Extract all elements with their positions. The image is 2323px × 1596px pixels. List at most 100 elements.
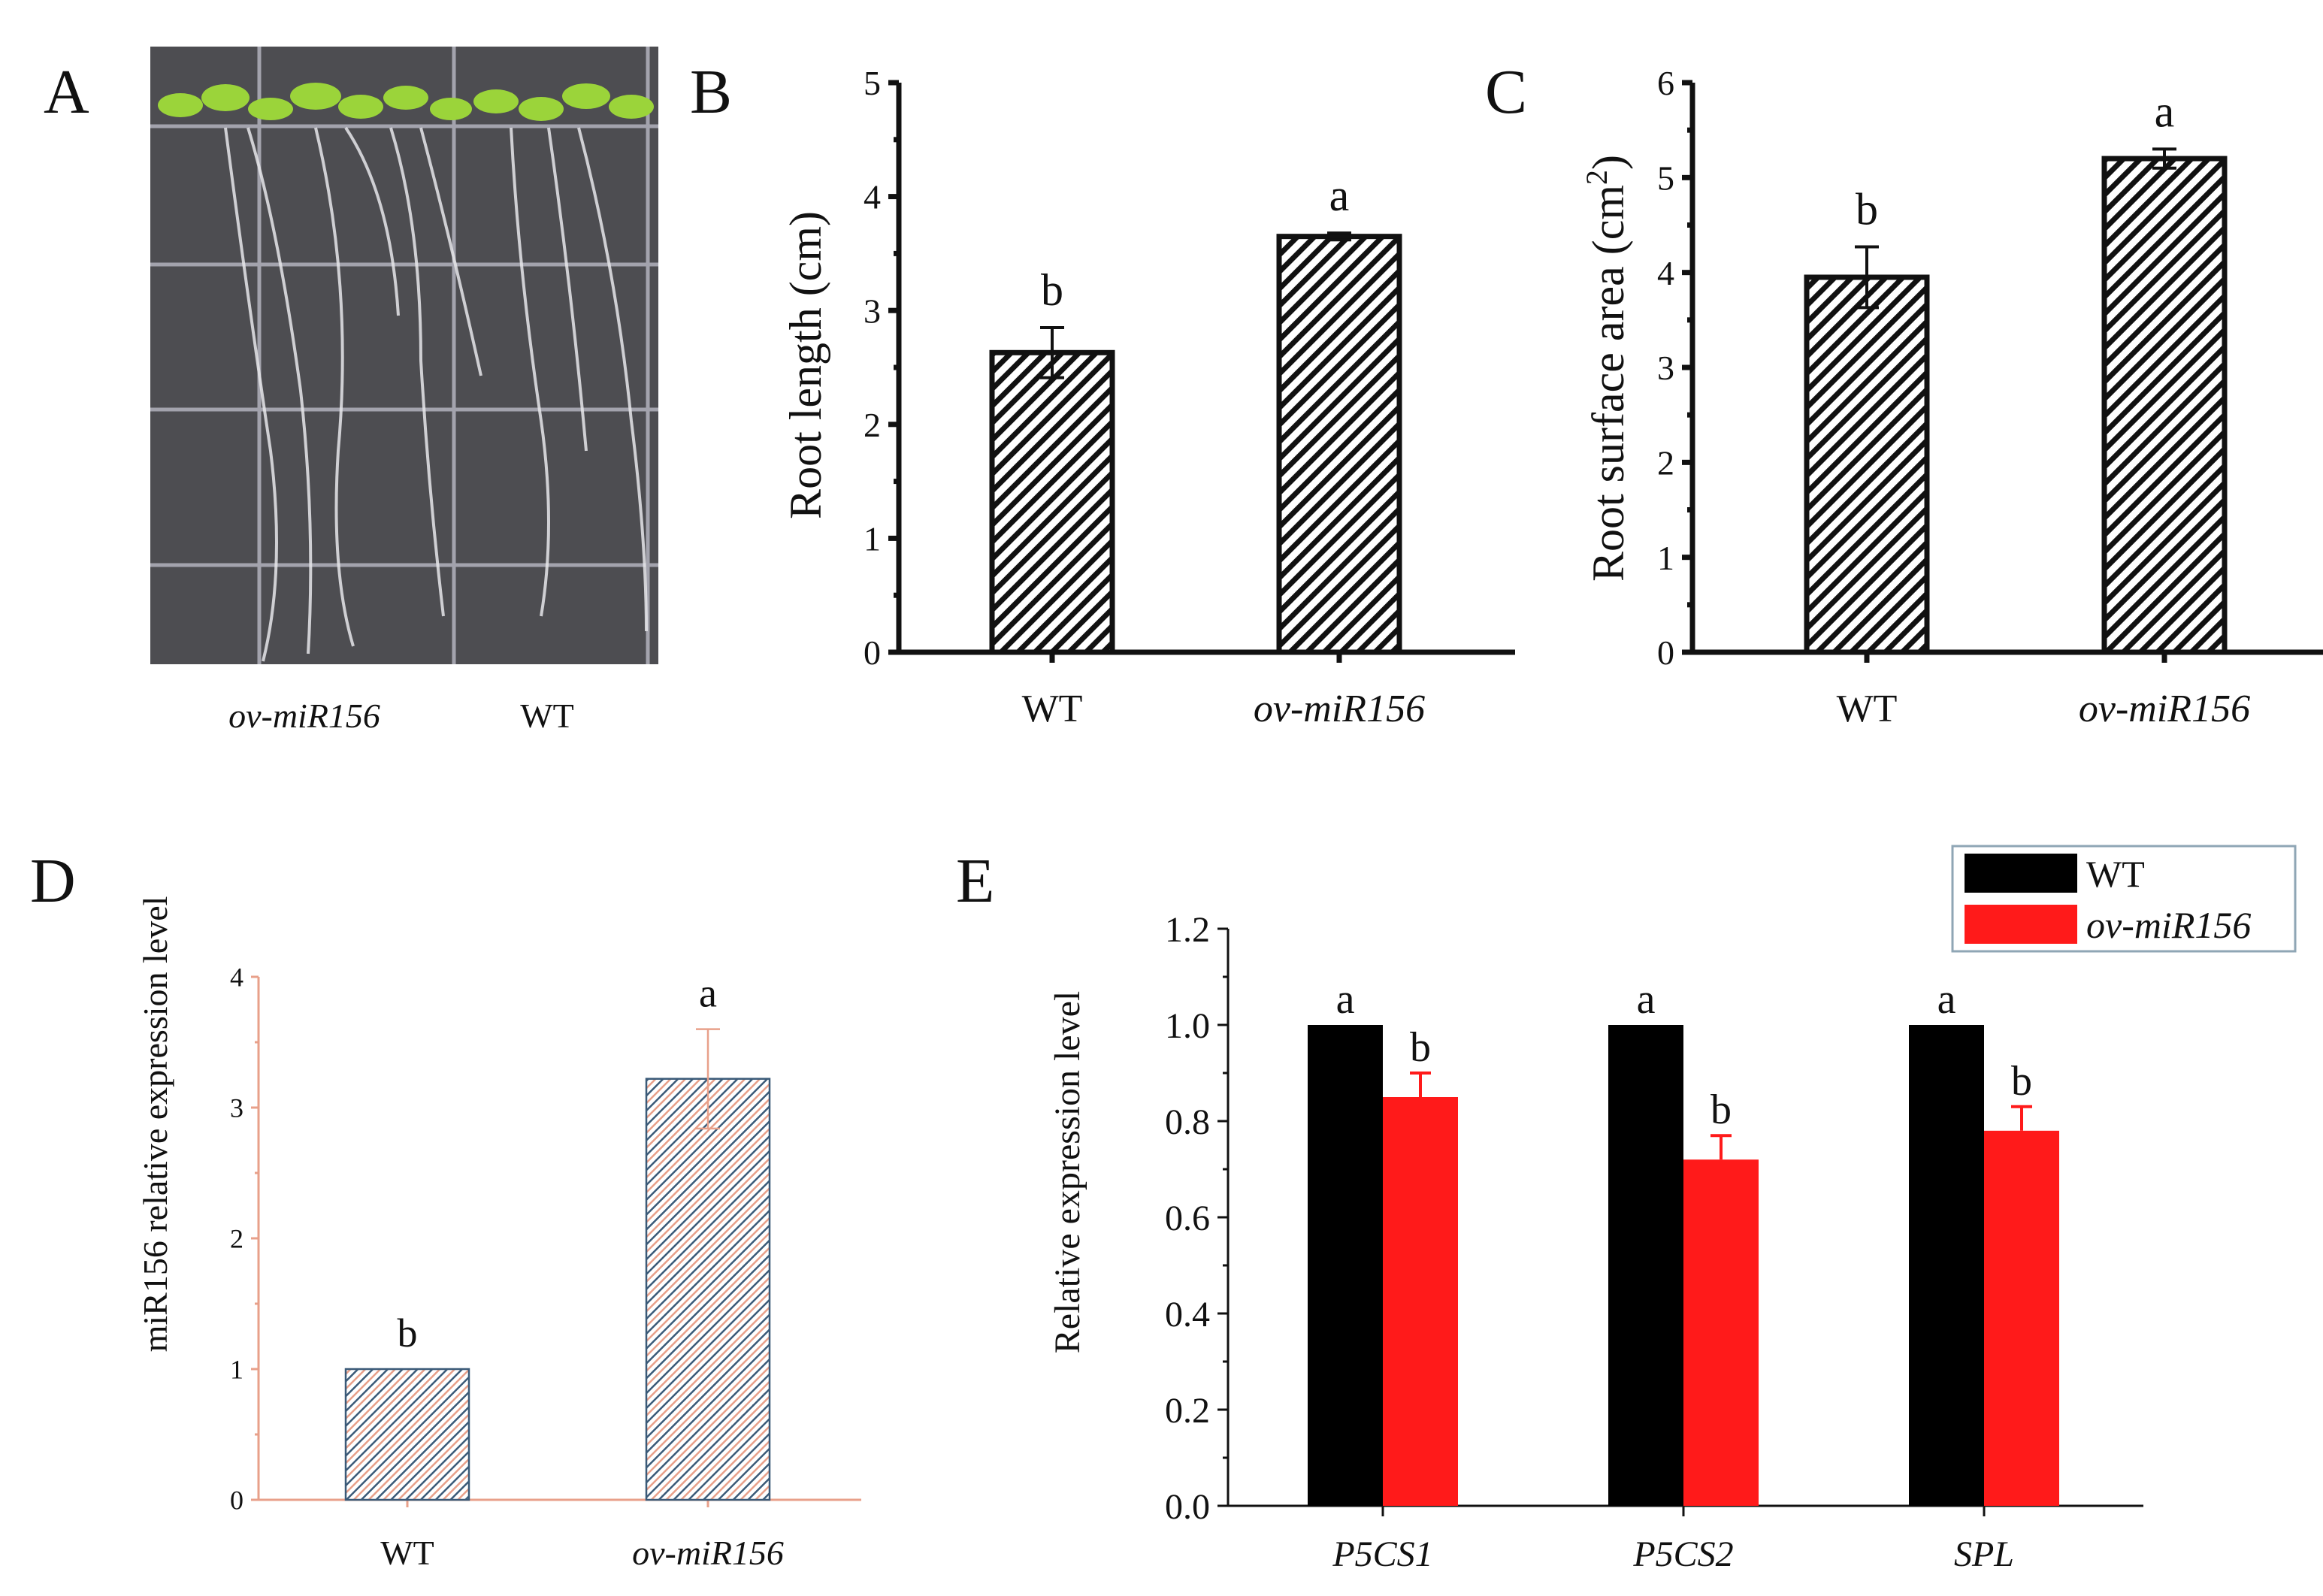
bar-WT-SPL [1909, 1025, 1984, 1506]
chart-c-tick-labels: 0 1 2 3 4 5 6 [1657, 64, 1674, 672]
chart-c-letters: ba [1856, 86, 2174, 234]
seedling-leaves [158, 83, 654, 121]
category-label: WT [1022, 688, 1083, 730]
chart-e: Relative expression level 0.00.20.40.60.… [1048, 845, 2297, 1574]
significance-letter: b [1041, 265, 1063, 315]
y-tick-label: 2 [864, 406, 881, 444]
chart-c-ylabel-main: Root surface area (cm [1583, 185, 1633, 582]
bar-ov-miR156-P5CS1 [1383, 1097, 1458, 1506]
significance-letter: a [1637, 976, 1656, 1023]
category-label: P5CS2 [1632, 1534, 1733, 1574]
chart-d-tick-labels: 0 1 2 3 4 [230, 963, 243, 1516]
category-label: ov-miR156 [1254, 688, 1425, 730]
panel-e-label: E [956, 846, 994, 916]
chart-c-error-bars [1855, 147, 2176, 310]
y-tick-label: 3 [230, 1093, 243, 1123]
chart-b-categories: WT ov-miR156 [1022, 688, 1426, 730]
chart-c-ylabel-end: ) [1583, 155, 1633, 170]
y-tick-label: 4 [864, 178, 881, 216]
y-tick-label: 3 [1657, 349, 1674, 387]
y-tick-label: 5 [864, 64, 881, 102]
y-tick-label: 1 [230, 1355, 243, 1385]
agar-plate [150, 47, 658, 664]
y-tick-label: 0.6 [1165, 1199, 1210, 1238]
bar-ov-miR156-P5CS2 [1683, 1159, 1759, 1506]
y-tick-label: 2 [1657, 443, 1674, 482]
chart-d-letters: ba [398, 971, 718, 1356]
bar-WT-P5CS2 [1608, 1025, 1683, 1506]
chart-d-error-bars [696, 1028, 720, 1130]
chart-d-bars [344, 1078, 771, 1501]
chart-b-ylabel: Root length (cm) [781, 211, 830, 519]
y-tick-label: 1.0 [1165, 1006, 1210, 1046]
significance-letter: a [1937, 976, 1956, 1023]
significance-letter: b [398, 1310, 418, 1356]
category-label: ov-miR156 [632, 1534, 784, 1572]
chart-e-bars [1308, 1025, 2059, 1506]
chart-b-letters: ba [1041, 171, 1349, 315]
category-label: ov-miR156 [2079, 688, 2250, 730]
y-tick-label: 4 [1657, 254, 1674, 292]
panel-c-label: C [1485, 57, 1527, 127]
bar-ov-miR156-SPL [1984, 1130, 2059, 1506]
chart-d: miR156 relative expression level 0 1 2 3 4 b… [136, 896, 861, 1572]
legend-label-ov: ov-miR156 [2086, 904, 2251, 946]
legend-swatch-wt [1965, 854, 2077, 893]
chart-e-tick-labels: 0.0 0.2 0.4 0.6 0.8 1.0 1.2 [1165, 910, 1210, 1527]
significance-letter: a [699, 971, 717, 1016]
plate-grid [150, 47, 658, 664]
significance-letter: b [1856, 185, 1878, 234]
bar-ov-miR156 [1276, 234, 1402, 655]
chart-b-bars [989, 234, 1402, 655]
y-tick-label: 1 [864, 520, 881, 558]
y-tick-label: 6 [1657, 64, 1674, 102]
category-label: WT [1837, 688, 1898, 730]
y-tick-label: 1 [1657, 539, 1674, 577]
y-tick-label: 4 [230, 963, 243, 993]
y-tick-label: 2 [230, 1224, 243, 1254]
y-tick-label: 0 [864, 633, 881, 672]
chart-e-error-bars [1410, 1072, 2032, 1160]
chart-c-bars [1804, 156, 2228, 655]
y-tick-label: 5 [1657, 159, 1674, 197]
significance-letter: a [1336, 976, 1355, 1023]
y-tick-label: 0.4 [1165, 1295, 1210, 1335]
panel-d-label: D [30, 846, 76, 916]
y-tick-label: 0 [1657, 633, 1674, 672]
category-label: WT [380, 1534, 434, 1572]
legend-label-wt: WT [2086, 853, 2145, 895]
panel-a-caption-ov: ov-miR156 [228, 697, 380, 735]
panel-a-caption-wt: WT [520, 697, 574, 735]
significance-letter: b [1710, 1087, 1732, 1133]
y-tick-label: 0.8 [1165, 1102, 1210, 1142]
chart-b-axes [888, 80, 1515, 663]
chart-e-letters: a b a b a b [1336, 976, 2032, 1133]
bar-WT-P5CS1 [1308, 1025, 1383, 1506]
significance-letter: a [1329, 171, 1350, 220]
y-tick-label: 0 [230, 1486, 243, 1516]
significance-letter: a [2155, 86, 2175, 136]
chart-d-categories: WT ov-miR156 [380, 1534, 784, 1572]
seedling-photo [150, 47, 658, 664]
bar-WT [1804, 274, 1930, 655]
category-label: P5CS1 [1332, 1534, 1432, 1574]
bar-ov-miR156 [2101, 156, 2228, 655]
chart-e-ylabel: Relative expression level [1048, 991, 1087, 1354]
significance-letter: b [2011, 1058, 2032, 1105]
bar-ov-miR156 [645, 1078, 771, 1501]
chart-e-categories: P5CS1 P5CS2 SPL [1332, 1534, 2014, 1574]
panel-b-label: B [690, 57, 732, 127]
y-tick-label: 0.2 [1165, 1391, 1210, 1431]
legend-swatch-ov [1965, 905, 2077, 944]
chart-c-ylabel-sup: 2 [1580, 170, 1614, 185]
panel-a-label: A [44, 57, 89, 127]
chart-c-ylabel: Root surface area (cm2) [1580, 155, 1634, 582]
bar-WT [344, 1368, 470, 1501]
chart-c-categories: WT ov-miR156 [1837, 688, 2251, 730]
y-tick-label: 3 [864, 292, 881, 330]
chart-b-tick-labels: 0 1 2 3 4 5 [864, 64, 881, 672]
category-label: SPL [1954, 1534, 2014, 1574]
